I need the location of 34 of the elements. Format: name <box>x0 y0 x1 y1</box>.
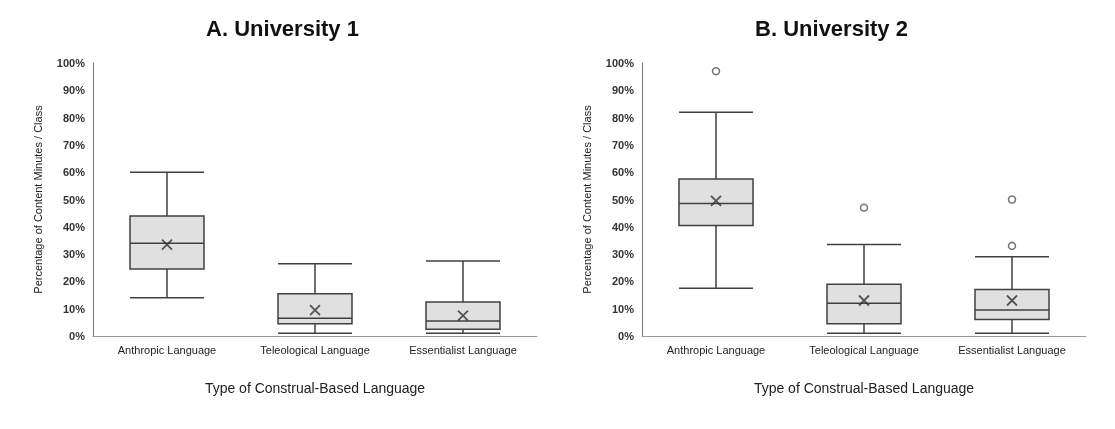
y-tick-label: 50% <box>62 193 86 206</box>
y-tick-label: 70% <box>62 138 86 151</box>
y-axis-title: Percentage of Content Minutes / Class <box>580 104 593 294</box>
chart-title: B. University 2 <box>755 15 908 41</box>
y-tick-label: 70% <box>611 138 635 151</box>
y-tick-label: 50% <box>611 193 635 206</box>
x-axis-title: Type of Construal-Based Language <box>204 380 426 396</box>
y-tick-label: 80% <box>62 111 86 124</box>
y-tick-label: 80% <box>611 111 635 124</box>
y-tick-label: 20% <box>62 275 86 288</box>
y-tick-label: 90% <box>611 84 635 97</box>
y-tick-label: 0% <box>69 330 86 342</box>
x-tick-label: Essentialist Language <box>958 343 1066 356</box>
y-tick-label: 20% <box>611 275 635 288</box>
y-tick-label: 60% <box>62 166 86 179</box>
x-tick-label: Teleological Language <box>809 343 919 356</box>
y-tick-label: 40% <box>62 220 86 233</box>
y-tick-label: 10% <box>62 302 86 315</box>
y-tick-label: 30% <box>62 248 86 261</box>
x-tick-label: Anthropic Language <box>117 343 217 356</box>
y-axis-title: Percentage of Content Minutes / Class <box>31 104 44 294</box>
y-tick-label: 0% <box>618 330 635 342</box>
y-tick-label: 10% <box>611 302 635 315</box>
chart-title: A. University 1 <box>206 15 359 41</box>
y-tick-label: 100% <box>605 57 635 69</box>
x-tick-label: Anthropic Language <box>666 343 766 356</box>
x-axis-title: Type of Construal-Based Language <box>753 380 975 396</box>
x-tick-label: Essentialist Language <box>409 343 517 356</box>
y-tick-label: 60% <box>611 166 635 179</box>
y-tick-label: 40% <box>611 220 635 233</box>
y-tick-label: 30% <box>611 248 635 261</box>
y-tick-label: 90% <box>62 84 86 97</box>
x-tick-label: Teleological Language <box>260 343 370 356</box>
y-tick-label: 100% <box>56 57 86 69</box>
